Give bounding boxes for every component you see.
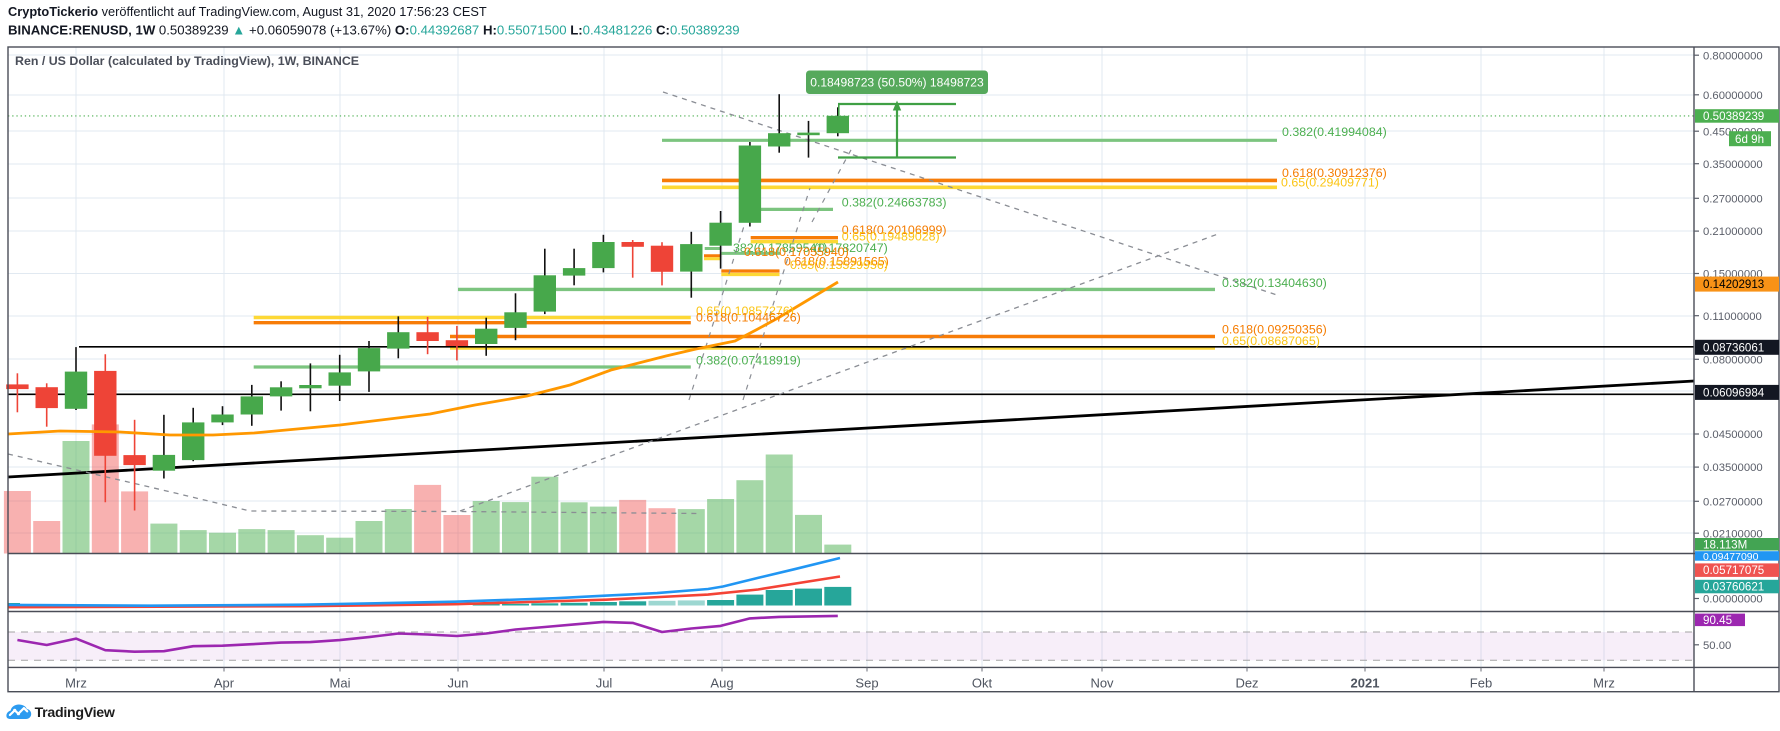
svg-text:0.35000000: 0.35000000 [1703, 159, 1763, 171]
svg-text:Jun: Jun [448, 676, 469, 691]
svg-text:0.08000000: 0.08000000 [1703, 354, 1763, 366]
svg-text:Jul: Jul [596, 676, 613, 691]
svg-text:0.11000000: 0.11000000 [1703, 311, 1762, 323]
svg-text:0.50389239: 0.50389239 [1703, 110, 1764, 123]
svg-text:18.113M: 18.113M [1703, 538, 1747, 551]
svg-text:0.618(0.09250356): 0.618(0.09250356) [1222, 322, 1327, 336]
svg-text:0.382(0.41994084): 0.382(0.41994084) [1282, 125, 1387, 139]
svg-text:Apr: Apr [214, 676, 235, 691]
svg-text:2021: 2021 [1351, 676, 1380, 691]
svg-text:BINANCE:RENUSD, 1W 0.50389239: BINANCE:RENUSD, 1W 0.50389239 ▲ +0.06059… [8, 23, 740, 38]
svg-text:Ren / US Dollar (calculated by: Ren / US Dollar (calculated by TradingVi… [15, 54, 359, 68]
svg-text:0.382(0.13404630): 0.382(0.13404630) [1222, 276, 1327, 290]
svg-text:Feb: Feb [1470, 676, 1492, 691]
svg-text:0.618(0.20106999): 0.618(0.20106999) [842, 223, 947, 237]
svg-text:0.618(0.15891565): 0.618(0.15891565) [784, 255, 889, 269]
svg-text:0.60000000: 0.60000000 [1703, 90, 1763, 102]
svg-text:0.04500000: 0.04500000 [1703, 429, 1763, 441]
svg-text:TradingView: TradingView [35, 705, 116, 721]
svg-text:0.03500000: 0.03500000 [1703, 462, 1763, 474]
svg-text:0.618(0.30912376): 0.618(0.30912376) [1282, 166, 1387, 180]
svg-text:Sep: Sep [855, 676, 878, 691]
svg-text:0.18498723 (50.50%) 18498723: 0.18498723 (50.50%) 18498723 [810, 76, 984, 90]
svg-text:CryptoTickerio veröffentlicht: CryptoTickerio veröffentlicht auf Tradin… [8, 4, 487, 19]
svg-text:0.09477090: 0.09477090 [1703, 551, 1759, 563]
svg-text:0.02700000: 0.02700000 [1703, 496, 1763, 508]
svg-text:50.00: 50.00 [1703, 640, 1731, 652]
svg-text:Dez: Dez [1235, 676, 1258, 691]
svg-text:0.80000000: 0.80000000 [1703, 50, 1763, 62]
svg-text:0.08736061: 0.08736061 [1703, 341, 1764, 354]
svg-text:Mai: Mai [330, 676, 351, 691]
svg-text:Aug: Aug [710, 676, 733, 691]
svg-text:0.65(0.10857276): 0.65(0.10857276) [696, 304, 794, 318]
svg-text:0.65(0.08687065): 0.65(0.08687065) [1222, 334, 1320, 348]
svg-text:0.02100000: 0.02100000 [1703, 528, 1763, 540]
svg-text:0.65(0.19489028): 0.65(0.19489028) [842, 230, 940, 244]
svg-text:0.00000000: 0.00000000 [1703, 594, 1763, 606]
svg-text:90.45: 90.45 [1703, 614, 1732, 627]
svg-text:0.21000000: 0.21000000 [1703, 226, 1763, 238]
svg-text:6d 9h: 6d 9h [1735, 133, 1764, 146]
svg-text:Okt: Okt [972, 676, 993, 691]
svg-text:0.382(0.24663783): 0.382(0.24663783) [842, 195, 947, 209]
svg-text:0.14202913: 0.14202913 [1703, 278, 1764, 291]
svg-text:Mrz: Mrz [65, 676, 87, 691]
svg-text:0.03760621: 0.03760621 [1703, 581, 1764, 594]
svg-text:(0.17820747): (0.17820747) [814, 241, 888, 255]
svg-text:0.382(0.07418919): 0.382(0.07418919) [696, 353, 801, 367]
svg-text:0.618(0.17055940): 0.618(0.17055940) [744, 245, 849, 259]
svg-text:0.05717075: 0.05717075 [1703, 564, 1764, 577]
svg-text:0.65(0.15529956): 0.65(0.15529956) [790, 258, 888, 272]
svg-text:382(0.17859541): 382(0.17859541) [733, 241, 827, 255]
svg-text:0.65(0.29409771): 0.65(0.29409771) [1281, 176, 1379, 190]
svg-text:0.618(0.10446726): 0.618(0.10446726) [696, 310, 801, 324]
svg-text:Nov: Nov [1090, 676, 1114, 691]
svg-text:Mrz: Mrz [1593, 676, 1615, 691]
svg-text:0.27000000: 0.27000000 [1703, 193, 1763, 205]
svg-text:0.06096984: 0.06096984 [1703, 387, 1765, 400]
